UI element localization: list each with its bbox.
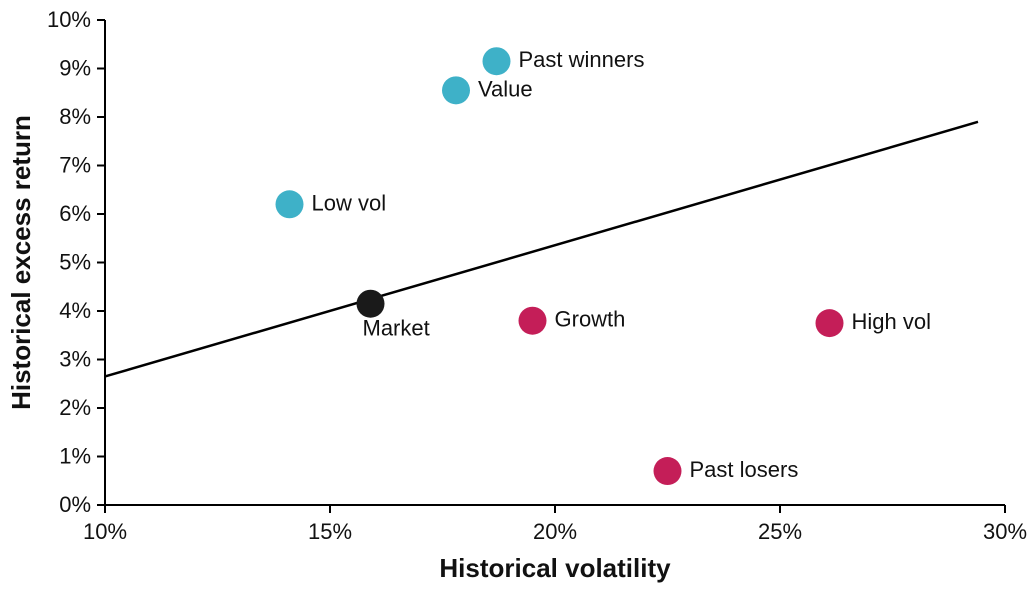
point-low-vol [276,190,304,218]
point-past-winners [483,47,511,75]
y-tick-label: 4% [59,298,91,323]
point-high-vol [816,309,844,337]
y-tick-label: 10% [47,7,91,32]
point-label-high-vol: High vol [852,309,931,334]
point-label-market: Market [363,316,430,341]
scatter-chart: 10% 15% 20% 25% 30% 0% 1% 2% 3% 4% 5% 6% 7% 8% 9% 10% Lo… [0,0,1034,594]
x-tick-label: 10% [83,519,127,544]
point-label-past-winners: Past winners [519,47,645,72]
point-label-value: Value [478,76,533,101]
y-tick-label: 6% [59,201,91,226]
y-tick-label: 5% [59,250,91,275]
y-tick-label: 9% [59,56,91,81]
point-label-low-vol: Low vol [312,190,387,215]
point-value [442,76,470,104]
y-tick-label: 3% [59,347,91,372]
point-label-past-losers: Past losers [690,457,799,482]
x-tick-label: 25% [758,519,802,544]
y-tick-label: 0% [59,492,91,517]
y-tick-label: 2% [59,395,91,420]
y-axis-title: Historical excess return [6,115,36,410]
x-tick-label: 20% [533,519,577,544]
y-tick-label: 1% [59,444,91,469]
point-label-growth: Growth [555,307,626,332]
point-growth [519,307,547,335]
y-tick-label: 8% [59,104,91,129]
chart-svg: 10% 15% 20% 25% 30% 0% 1% 2% 3% 4% 5% 6% 7% 8% 9% 10% Lo… [0,0,1034,594]
point-market [357,290,385,318]
point-past-losers [654,457,682,485]
x-tick-label: 15% [308,519,352,544]
x-axis-title: Historical volatility [439,553,671,583]
x-tick-label: 30% [983,519,1027,544]
y-tick-label: 7% [59,153,91,178]
